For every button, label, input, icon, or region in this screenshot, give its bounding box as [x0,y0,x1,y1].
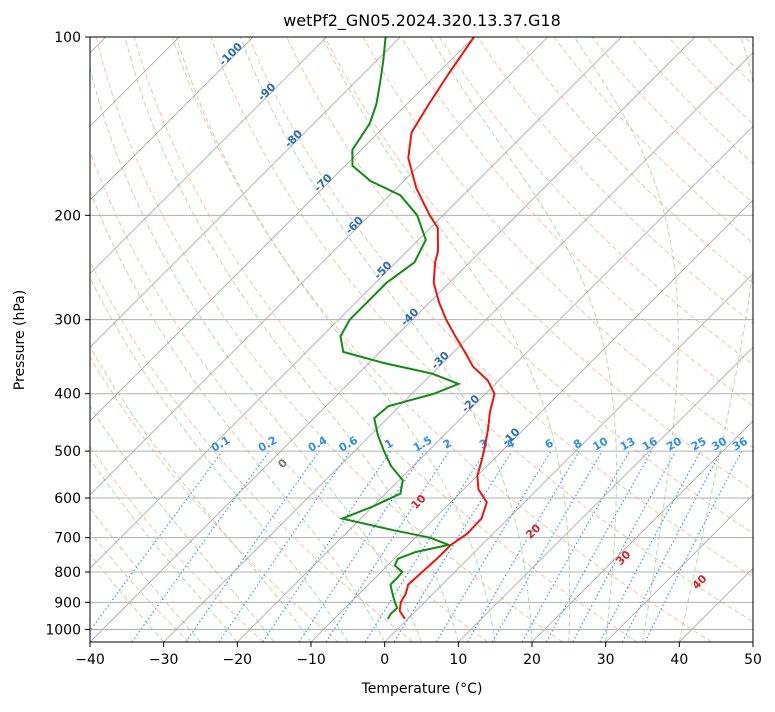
dry-adiabat-line [0,37,264,642]
moist-adiabat-label: 20 [523,521,543,541]
x-tick-label: 20 [523,652,541,668]
y-tick-label: 400 [54,387,81,403]
dry-adiabats [0,37,775,642]
isotherm-line [90,37,695,642]
isotherm-label: -100 [216,40,245,69]
isotherm-label: -80 [282,127,305,150]
mixing-ratio-line [299,451,424,642]
moist-adiabat-line [679,37,760,642]
moist-adiabat-label: 0 [275,456,290,471]
y-tick-label: 900 [54,595,81,611]
y-tick-label: 1000 [45,622,81,638]
isotherm-label: -90 [255,80,278,103]
dry-adiabat-line [20,37,413,642]
dry-adiabat-line [745,37,775,642]
mixing-ratio-line [600,451,701,642]
mixing-ratio-line [219,451,350,642]
y-axis-label: Pressure (hPa) [12,290,28,390]
y-tick-label: 500 [54,444,81,460]
isotherm-line [0,37,327,642]
mixing-ratio-line [573,451,676,642]
isotherm-labels: -100-90-80-70-60-50-40-30-20-10 [216,40,522,449]
x-tick-label: 30 [597,652,615,668]
y-tick-label: 100 [54,30,81,46]
isotherm-line [0,37,548,642]
isotherm-line [311,37,775,642]
isotherm-line [458,37,775,642]
x-tick-label: −40 [75,652,105,668]
moist-adiabat-line [323,37,570,642]
moist-adiabats [0,37,760,642]
isotherm-line [679,37,775,642]
dry-adiabat-line [592,37,775,642]
y-tick-label: 200 [54,208,81,224]
moist-adiabat-label: 30 [613,548,633,568]
moist-adiabat-line [125,37,458,642]
dewpoint-profile-line [341,37,459,619]
x-tick-label: 10 [449,652,467,668]
mixing-ratio-line [82,451,223,642]
y-axis: 100 200 300 400 500 600 700 800 900 1000 [45,30,90,638]
isotherm-lines [0,37,775,642]
dry-adiabat-line [516,37,775,642]
x-tick-label: 50 [744,652,762,668]
x-tick-label: 40 [670,652,688,668]
isotherm-line [0,37,253,642]
moist-adiabat-line [0,37,311,642]
moist-adiabat-label: 40 [690,572,710,592]
mixing-ratio-line [468,451,580,642]
dry-adiabat-line [668,37,775,642]
mixing-ratio-line [436,451,551,642]
temperature-profile-line [400,37,495,619]
moist-adiabat-line [17,37,348,642]
moist-adiabat-line [176,37,495,642]
mixing-ratio-label: 6 [543,436,556,451]
mixing-ratio-line [263,451,391,642]
mixing-ratio-line [622,451,721,642]
moist-adiabat-line [83,37,422,642]
x-tick-label: −10 [296,652,326,668]
y-tick-label: 800 [54,565,81,581]
isotherm-line [0,37,474,642]
isotherm-label: -70 [312,171,335,194]
isotherm-line [237,37,775,642]
dry-adiabat-line [134,37,637,642]
x-axis-label: Temperature (°C) [361,681,483,697]
y-tick-label: 600 [54,491,81,507]
x-tick-label: −20 [223,652,253,668]
y-tick-label: 300 [54,313,81,329]
x-axis: −40 −30 −20 −10 0 10 20 30 40 50 [75,642,762,668]
y-tick-label: 700 [54,531,81,547]
moist-adiabat-line [0,37,274,642]
isotherm-line [753,37,775,642]
moist-adiabat-line [0,37,237,642]
isotherm-line [16,37,621,642]
dry-adiabat-line [0,37,338,642]
dry-adiabat-line [707,37,775,642]
mixing-ratio-line [326,451,449,642]
mixing-ratio-label: 2 [441,437,454,452]
x-tick-label: 0 [380,652,389,668]
chart-title: wetPf2_GN05.2024.320.13.37.G18 [283,11,561,31]
x-tick-label: −30 [149,652,179,668]
isotherm-label: -30 [429,349,452,372]
moist-adiabat-label: 10 [409,492,429,512]
dry-adiabat-line [0,37,189,642]
moist-adiabat-line [0,37,201,642]
